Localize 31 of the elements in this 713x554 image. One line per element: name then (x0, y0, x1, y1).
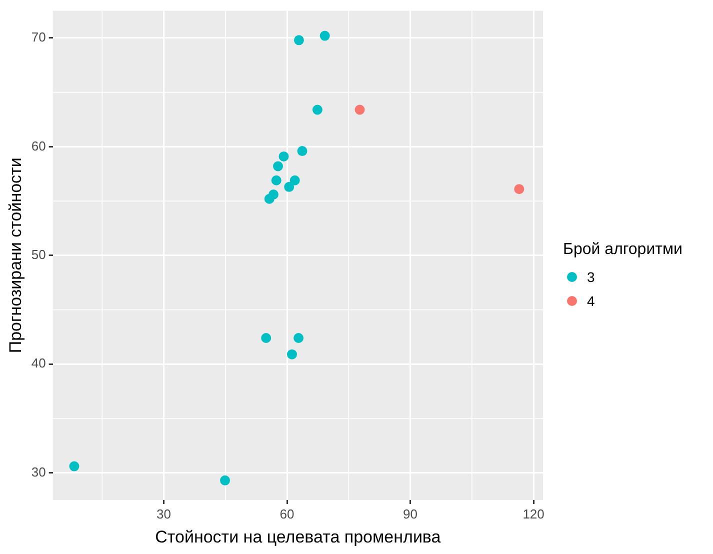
x-tick-label: 60 (280, 506, 294, 522)
point (273, 161, 284, 172)
y-tick-label: 60 (31, 138, 46, 154)
point (312, 104, 322, 115)
point (297, 146, 308, 156)
y-axis-title: Прогнозирани стойности (6, 158, 25, 354)
x-tick-label: 90 (403, 506, 418, 522)
point (286, 349, 297, 360)
y-tick-label: 40 (31, 356, 46, 371)
legend-title: Брой алгоритми (563, 241, 682, 259)
y-tick-label: 30 (31, 464, 46, 480)
y-tick-label: 50 (31, 246, 46, 262)
point (261, 333, 272, 344)
point (514, 184, 524, 194)
point (264, 194, 274, 204)
x-tick-label: 30 (156, 506, 172, 522)
point (220, 475, 230, 486)
point (354, 104, 365, 115)
point (284, 182, 294, 192)
x-axis-title: Стойности на целевата променлива (155, 527, 442, 546)
point (69, 461, 80, 472)
y-tick-label: 70 (31, 30, 46, 45)
point (271, 175, 282, 186)
legend-label: 3 (587, 269, 595, 285)
point (294, 333, 304, 344)
legend-label: 4 (587, 293, 595, 309)
point (290, 175, 300, 186)
point (320, 30, 330, 41)
x-tick-label: 120 (522, 506, 544, 522)
point (294, 35, 304, 46)
point (278, 151, 289, 162)
